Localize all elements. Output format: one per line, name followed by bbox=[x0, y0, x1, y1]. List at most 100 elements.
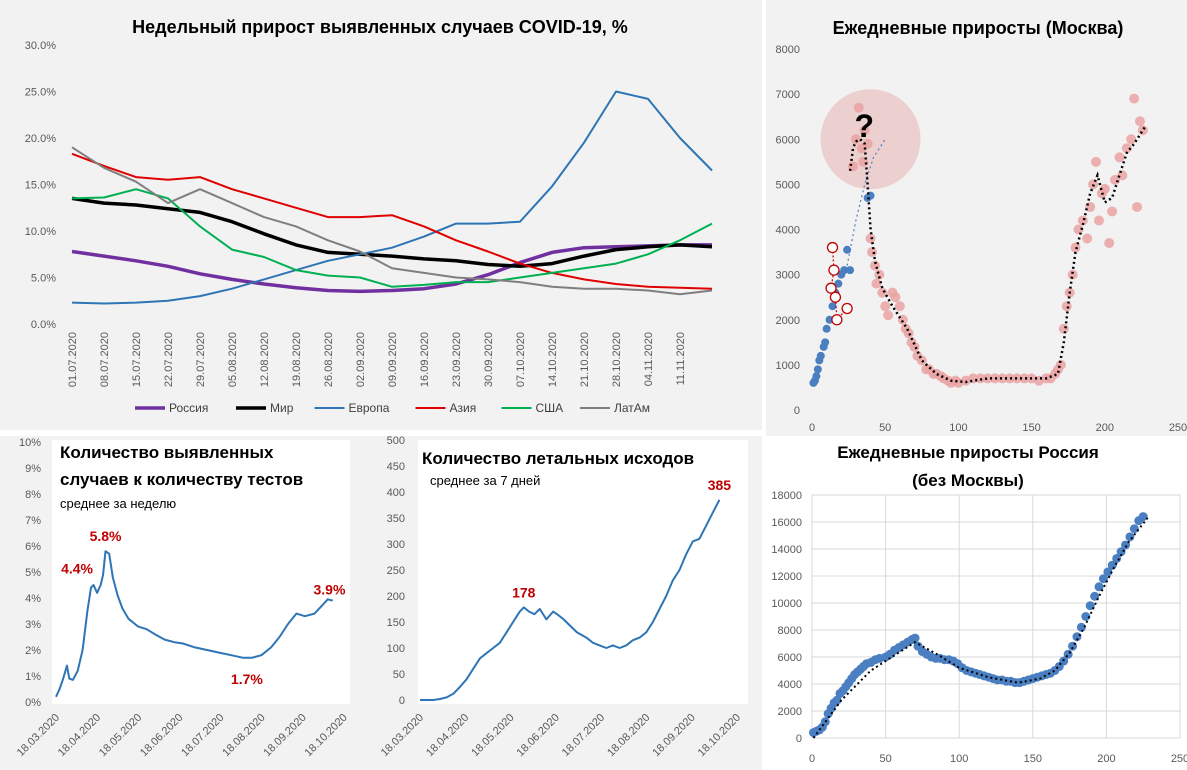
y-tick-label: 0 bbox=[399, 695, 405, 707]
trend-line bbox=[848, 125, 1147, 384]
data-point-pink bbox=[916, 355, 927, 366]
y-tick-label: 5% bbox=[25, 567, 41, 579]
moscow-daily-chart: Ежедневные приросты (Москва) 01000200030… bbox=[776, 18, 1187, 434]
y-tick-label: 500 bbox=[387, 436, 405, 447]
data-point-pink bbox=[853, 102, 864, 113]
data-point-pink bbox=[1121, 143, 1132, 154]
data-point-red-open bbox=[831, 314, 843, 326]
data-point bbox=[1125, 532, 1135, 542]
x-tick-label: 250 bbox=[1169, 422, 1187, 434]
weekly-growth-panel: Недельный прирост выявленных случаев COV… bbox=[0, 0, 762, 430]
y-tick-label: 6000 bbox=[778, 652, 802, 664]
data-point-pink bbox=[1134, 116, 1145, 127]
y-tick-label: 400 bbox=[387, 487, 405, 499]
x-tick-label: 150 bbox=[1024, 753, 1042, 765]
y-tick-label: 7000 bbox=[776, 89, 800, 101]
x-tick-label: 30.09.2020 bbox=[483, 332, 495, 387]
y-tick-label: 12000 bbox=[771, 571, 802, 583]
deaths-chart: Количество летальных исходов среднее за … bbox=[379, 436, 748, 759]
x-tick-label: 18.09.2020 bbox=[261, 712, 308, 759]
data-point bbox=[1129, 524, 1139, 534]
data-point-pink bbox=[1104, 238, 1115, 249]
y-tick-label: 4% bbox=[25, 593, 41, 605]
legend-label: Азия bbox=[450, 401, 477, 415]
x-tick-label: 22.07.2020 bbox=[163, 332, 175, 387]
data-label: 178 bbox=[512, 584, 536, 600]
legend-label: США bbox=[536, 401, 564, 415]
y-tick-label: 200 bbox=[387, 591, 405, 603]
x-tick-label: 18.03.2020 bbox=[379, 712, 426, 759]
data-point-pink bbox=[1129, 93, 1140, 104]
series-line-Европа bbox=[71, 90, 713, 305]
x-tick-label: 18.04.2020 bbox=[56, 712, 103, 759]
x-tick-label: 05.08.2020 bbox=[227, 332, 239, 387]
x-tick-label: 200 bbox=[1096, 422, 1114, 434]
y-tick-label: 250 bbox=[387, 565, 405, 577]
x-tick-label: 18.10.2020 bbox=[302, 712, 349, 759]
data-point-red-open bbox=[828, 264, 840, 276]
y-tick-label: 8000 bbox=[778, 625, 802, 637]
chart-title-line-1: Ежедневные приросты Россия bbox=[837, 443, 1099, 462]
y-tick-label: 30.0% bbox=[25, 40, 56, 52]
x-tick-label: 100 bbox=[950, 753, 968, 765]
data-point-pink bbox=[909, 341, 920, 352]
x-tick-label: 26.08.2020 bbox=[323, 332, 335, 387]
data-point-blue bbox=[816, 351, 825, 360]
chart-title: Количество летальных исходов bbox=[422, 449, 694, 468]
data-point bbox=[1138, 512, 1148, 522]
data-point bbox=[1094, 582, 1104, 592]
series-line-ЛатАм bbox=[71, 146, 713, 296]
y-tick-label: 0 bbox=[796, 733, 802, 745]
legend-label: Европа bbox=[349, 401, 390, 415]
chart-title-line-1: Количество выявленных bbox=[60, 443, 274, 462]
data-label: 3.9% bbox=[314, 582, 346, 598]
y-tick-label: 9% bbox=[25, 463, 41, 475]
y-tick-label: 0% bbox=[25, 697, 41, 709]
legend-label: Россия bbox=[169, 401, 208, 415]
deaths-panel: Количество летальных исходов среднее за … bbox=[374, 436, 762, 770]
y-tick-label: 150 bbox=[387, 617, 405, 629]
x-tick-label: 18.07.2020 bbox=[560, 712, 607, 759]
y-tick-label: 0 bbox=[794, 405, 800, 417]
data-point-pink bbox=[850, 134, 861, 145]
data-point-pink bbox=[1093, 215, 1104, 226]
data-point-blue bbox=[828, 302, 837, 311]
data-point bbox=[1103, 567, 1113, 577]
x-tick-label: 18.05.2020 bbox=[469, 712, 516, 759]
series-line bbox=[420, 499, 721, 701]
y-tick-label: 14000 bbox=[771, 544, 802, 556]
x-tick-label: 18.08.2020 bbox=[605, 712, 652, 759]
x-tick-label: 18.08.2020 bbox=[220, 712, 267, 759]
data-point-pink bbox=[880, 301, 891, 312]
data-point-pink bbox=[894, 301, 905, 312]
x-tick-label: 15.07.2020 bbox=[131, 332, 143, 387]
y-tick-label: 350 bbox=[387, 513, 405, 525]
y-tick-label: 7% bbox=[25, 515, 41, 527]
russia-daily-chart: Ежедневные приросты Россия (без Москвы) … bbox=[771, 443, 1187, 765]
y-tick-label: 4000 bbox=[778, 679, 802, 691]
x-tick-label: 100 bbox=[949, 422, 967, 434]
series-line-Мир bbox=[71, 196, 713, 269]
data-point-blue bbox=[846, 266, 855, 275]
data-point-pink bbox=[883, 310, 894, 321]
x-tick-label: 28.10.2020 bbox=[611, 332, 623, 387]
data-point-pink bbox=[982, 373, 993, 384]
data-point-pink bbox=[859, 125, 870, 136]
data-point-pink bbox=[897, 314, 908, 325]
data-point-pink bbox=[871, 278, 882, 289]
data-point-pink bbox=[1077, 215, 1088, 226]
y-tick-label: 3% bbox=[25, 619, 41, 631]
trend-line bbox=[812, 517, 1149, 739]
x-tick-label: 07.10.2020 bbox=[515, 332, 527, 387]
data-point-pink bbox=[865, 233, 876, 244]
y-tick-label: 16000 bbox=[771, 517, 802, 529]
data-point bbox=[1076, 622, 1086, 632]
x-tick-label: 01.07.2020 bbox=[67, 332, 79, 387]
y-tick-label: 1000 bbox=[776, 360, 800, 372]
data-label: 1.7% bbox=[231, 671, 263, 687]
series-line bbox=[55, 550, 333, 698]
y-tick-label: 20.0% bbox=[25, 133, 56, 145]
y-tick-label: 25.0% bbox=[25, 87, 56, 99]
data-point bbox=[1081, 612, 1091, 621]
y-tick-label: 2% bbox=[25, 645, 41, 657]
